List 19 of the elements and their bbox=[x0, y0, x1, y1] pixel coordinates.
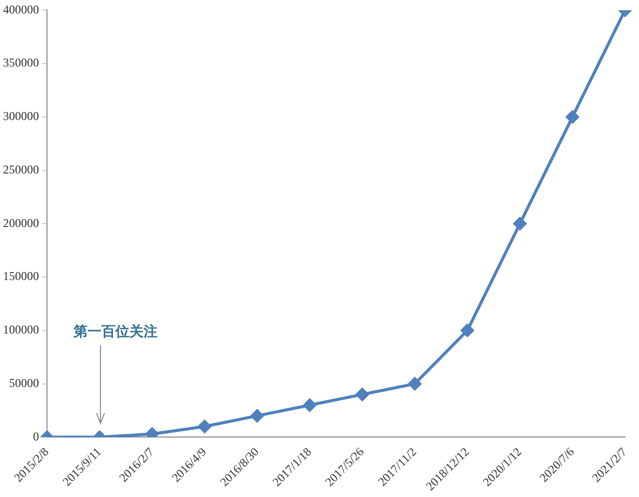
y-tick-label: 250000 bbox=[3, 162, 39, 176]
point bbox=[146, 427, 159, 438]
annotation: 第一百位关注 bbox=[72, 322, 158, 340]
y-tick-label: 200000 bbox=[3, 216, 39, 230]
point bbox=[513, 217, 526, 230]
y-tick-label: 350000 bbox=[3, 56, 39, 70]
point bbox=[198, 420, 212, 433]
y-tick-label: 300000 bbox=[3, 109, 39, 124]
point bbox=[250, 409, 264, 422]
y-tick-label: 50000 bbox=[9, 376, 39, 390]
y-tick-label: 100000 bbox=[3, 322, 39, 337]
point bbox=[303, 398, 316, 412]
point bbox=[356, 388, 369, 401]
y-tick-label: 150000 bbox=[3, 269, 39, 284]
point bbox=[408, 377, 422, 390]
point bbox=[460, 324, 474, 337]
y-tick-label: 400000 bbox=[3, 2, 39, 16]
y-tick-label: 0 bbox=[33, 429, 39, 444]
point bbox=[566, 110, 579, 124]
